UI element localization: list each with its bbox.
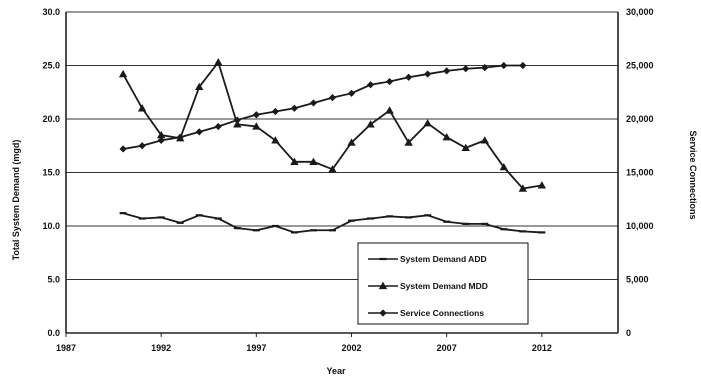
data-point bbox=[290, 104, 299, 112]
x-axis-title: Year bbox=[326, 366, 346, 376]
series-system-demand-mdd bbox=[118, 58, 547, 192]
data-point bbox=[481, 64, 489, 72]
data-point bbox=[385, 106, 394, 114]
data-point bbox=[271, 107, 279, 116]
legend-box bbox=[357, 242, 529, 325]
x-tick-label: 2002 bbox=[342, 343, 362, 353]
x-axis-ticks: 1987 1992 1997 2002 2007 2012 bbox=[56, 333, 552, 353]
data-point bbox=[290, 157, 299, 165]
x-tick-label: 1997 bbox=[246, 343, 266, 353]
data-point bbox=[480, 136, 489, 144]
legend: System Demand ADD System Demand MDD Servic… bbox=[357, 242, 529, 325]
data-point bbox=[518, 184, 528, 192]
data-point bbox=[157, 136, 165, 144]
data-point bbox=[462, 65, 470, 73]
data-point bbox=[271, 136, 280, 144]
data-point bbox=[118, 69, 128, 78]
data-point bbox=[442, 132, 451, 141]
series-layer bbox=[118, 58, 547, 234]
data-point bbox=[519, 61, 527, 70]
right-y-tick-label: 15,000 bbox=[626, 168, 654, 178]
data-point bbox=[138, 142, 146, 150]
data-point bbox=[423, 119, 432, 127]
data-point bbox=[176, 133, 184, 141]
left-y-tick-label: 15.0 bbox=[42, 168, 60, 178]
right-y-axis-title: Service Connections bbox=[688, 130, 698, 219]
x-tick-label: 1992 bbox=[151, 343, 171, 353]
data-point bbox=[252, 122, 261, 130]
data-point bbox=[461, 143, 470, 152]
data-point bbox=[328, 94, 337, 102]
right-y-tick-label: 20,000 bbox=[626, 114, 654, 124]
legend-swatch-marker bbox=[379, 309, 387, 317]
legend-label: System Demand ADD bbox=[400, 254, 487, 264]
legend-item: System Demand ADD bbox=[368, 254, 487, 264]
data-point bbox=[137, 104, 147, 112]
data-point bbox=[195, 128, 203, 136]
series-service-connections bbox=[119, 61, 527, 153]
legend-item: Service Connections bbox=[368, 308, 484, 318]
data-point bbox=[366, 81, 375, 89]
legend-item: System Demand MDD bbox=[368, 281, 488, 291]
data-point bbox=[385, 77, 394, 86]
right-y-tick-label: 0 bbox=[626, 328, 631, 338]
data-point bbox=[309, 157, 318, 165]
left-y-tick-label: 30.0 bbox=[42, 7, 60, 17]
data-point bbox=[214, 122, 222, 131]
left-y-tick-label: 10.0 bbox=[42, 221, 60, 231]
legend-label: Service Connections bbox=[400, 308, 484, 318]
x-tick-label: 2007 bbox=[437, 343, 457, 353]
x-tick-label: 1987 bbox=[56, 343, 76, 353]
gridlines bbox=[66, 11, 618, 281]
data-point bbox=[347, 138, 356, 146]
right-y-tick-label: 25,000 bbox=[626, 61, 654, 71]
data-point bbox=[309, 99, 318, 107]
data-point bbox=[233, 120, 242, 128]
right-y-tick-label: 10,000 bbox=[626, 221, 654, 231]
data-point bbox=[195, 82, 204, 91]
right-y-tick-label: 30,000 bbox=[626, 7, 654, 17]
left-y-axis-ticks: 0.0 5.0 10.0 15.0 20.0 25.0 30.0 bbox=[42, 7, 60, 338]
data-point bbox=[404, 138, 413, 146]
data-point bbox=[156, 130, 166, 139]
data-point bbox=[233, 116, 241, 124]
left-y-tick-label: 5.0 bbox=[47, 275, 60, 285]
x-tick-label: 2012 bbox=[532, 343, 552, 353]
data-point bbox=[537, 181, 547, 189]
right-y-tick-label: 5,000 bbox=[626, 275, 649, 285]
data-point bbox=[499, 162, 508, 171]
data-point bbox=[500, 61, 508, 70]
data-point bbox=[443, 67, 451, 75]
legend-label: System Demand MDD bbox=[400, 281, 488, 291]
data-point bbox=[214, 58, 223, 66]
data-point bbox=[328, 165, 337, 173]
left-y-tick-label: 20.0 bbox=[42, 114, 60, 124]
data-point bbox=[366, 120, 375, 128]
data-point bbox=[347, 89, 356, 97]
left-y-axis-title: Total System Demand (mgd) bbox=[11, 140, 21, 261]
data-point bbox=[119, 145, 127, 153]
series-line bbox=[122, 64, 523, 150]
data-point bbox=[405, 73, 413, 81]
data-point bbox=[252, 111, 260, 119]
legend-swatch-marker bbox=[378, 281, 388, 290]
right-y-axis-ticks: 0 5,000 10,000 15,000 20,000 25,000 30,000 bbox=[626, 7, 654, 338]
data-point bbox=[424, 70, 432, 78]
left-y-tick-label: 0.0 bbox=[47, 328, 60, 338]
series-system-demand-add bbox=[119, 212, 546, 234]
left-y-tick-label: 25.0 bbox=[42, 61, 60, 71]
